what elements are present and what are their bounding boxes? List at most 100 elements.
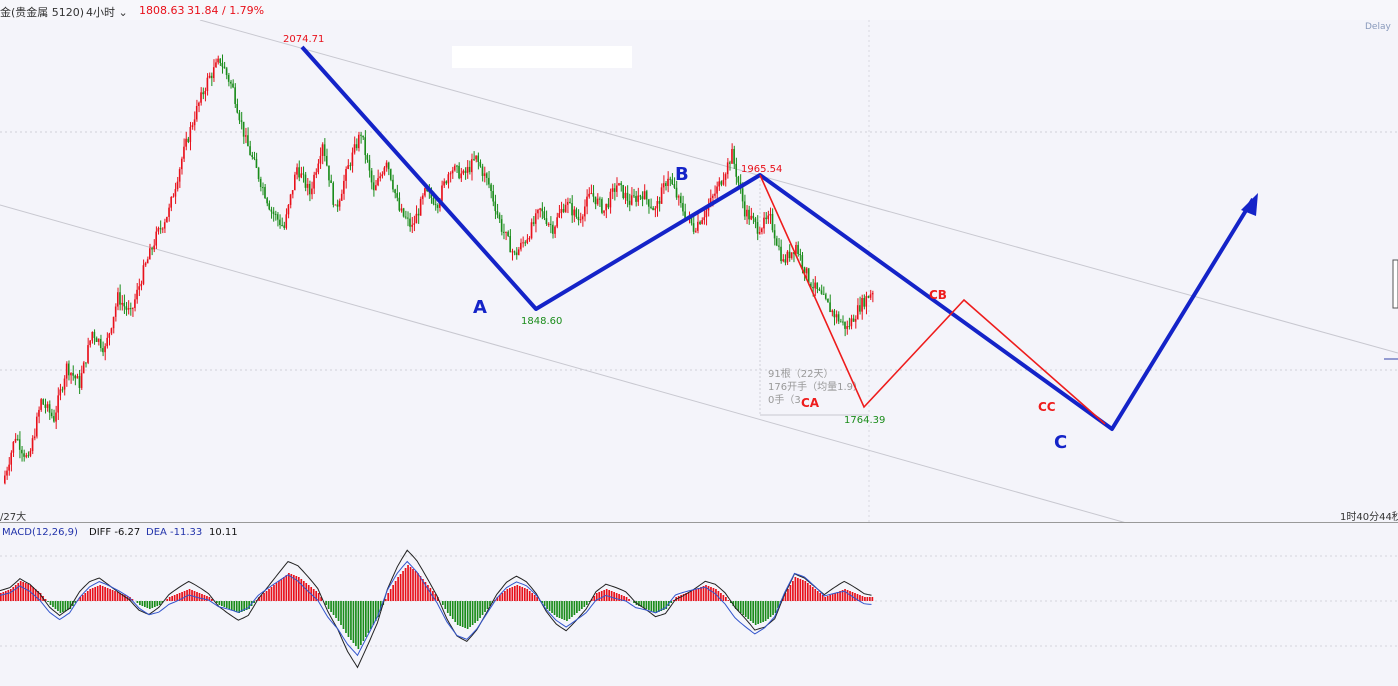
macd-bar [526, 589, 529, 601]
candle-body [588, 193, 590, 197]
macd-bar [332, 601, 335, 615]
macd-bar [521, 587, 524, 601]
candle-body [547, 223, 550, 225]
candle-body [500, 219, 503, 232]
macd-bar [481, 601, 484, 615]
macd-bar [759, 601, 762, 623]
scroll-handle[interactable] [1392, 259, 1398, 309]
candle-body [238, 112, 241, 121]
candle-body [144, 263, 147, 266]
macd-bar [692, 590, 695, 601]
macd-bar [831, 594, 834, 601]
macd-bar [752, 601, 755, 623]
price-chart[interactable]: 91根（22天） 176开手（均量1.9） 0手（3 2074.71 1848.… [0, 20, 1398, 524]
macd-bar [193, 591, 196, 601]
candle-body [398, 197, 401, 211]
macd-bar [841, 590, 844, 601]
macd-panel[interactable]: MACD(12,26,9) DIFF -6.27 DEA -11.33 10.1… [0, 522, 1398, 686]
candle-body [102, 348, 104, 353]
macd-bar [797, 578, 799, 601]
macd-bar [350, 601, 352, 640]
candle-body [513, 251, 516, 253]
macd-bar [680, 595, 683, 601]
macd-background [0, 522, 1398, 686]
candle-body [773, 230, 776, 239]
candle-body [671, 179, 674, 185]
macd-bar [158, 601, 161, 605]
candle-body [191, 125, 194, 128]
candle-body [355, 144, 358, 149]
low-label-1: 1848.60 [521, 316, 562, 327]
candle-body [458, 165, 460, 179]
candle-body [285, 214, 288, 228]
candle-body [714, 193, 716, 196]
macd-bar [645, 601, 648, 609]
macd-bar [864, 597, 866, 601]
candle-body [6, 470, 8, 476]
candle-body [353, 144, 356, 153]
macd-bar [218, 601, 221, 605]
macd-bar [506, 589, 509, 601]
macd-bar [136, 601, 139, 603]
macd-bar [84, 593, 87, 601]
macd-bar [62, 601, 64, 612]
candle-body [711, 195, 714, 198]
macd-bar [792, 581, 794, 601]
candle-body [569, 201, 571, 204]
macd-bar [7, 590, 10, 601]
candle-body [317, 163, 320, 173]
macd-bar [814, 589, 817, 601]
macd-bar [702, 586, 705, 601]
macd-bar [804, 581, 807, 601]
macd-bar [585, 601, 588, 605]
candle-body [272, 211, 275, 214]
macd-bar [153, 601, 156, 607]
candle-body [264, 187, 266, 199]
candle-body [232, 83, 234, 88]
candle-body [381, 174, 384, 177]
candle-body [114, 306, 117, 317]
candle-body [170, 197, 172, 208]
macd-bar [451, 601, 454, 619]
macd-bar [456, 601, 459, 625]
macd-bar [628, 599, 630, 601]
candle-body [620, 183, 622, 186]
candle-body [334, 204, 337, 206]
period-selector[interactable]: 4小时 ⌄ [86, 4, 128, 20]
candle-body [253, 157, 256, 159]
candle-body [251, 155, 253, 158]
macd-bar [747, 601, 750, 619]
candle-body [650, 206, 652, 208]
candle-body [848, 326, 851, 328]
candle-body [443, 181, 445, 186]
candle-body [643, 191, 646, 200]
macd-bar [397, 577, 399, 601]
candle-body [507, 231, 509, 236]
macd-bar [352, 601, 355, 643]
macd-bar [558, 601, 561, 618]
macd-bar [839, 591, 841, 601]
candle-body [244, 135, 247, 137]
candle-body [803, 267, 806, 274]
macd-bar [742, 601, 745, 615]
macd-bar [372, 601, 375, 625]
candle-body [807, 268, 810, 284]
candle-body [166, 216, 168, 223]
candle-body [788, 251, 791, 259]
candle-body [517, 249, 520, 255]
candle-body [227, 75, 230, 82]
macd-bar [206, 596, 208, 601]
candle-body [360, 134, 362, 136]
wave-label-ca: CA [801, 396, 820, 410]
macd-bar [360, 601, 362, 645]
candle-body [110, 328, 113, 334]
macd-bar [459, 601, 462, 626]
macd-bar [216, 601, 218, 603]
macd-bar [625, 597, 628, 601]
candle-body [283, 225, 285, 228]
macd-bar [295, 576, 298, 601]
candle-body [159, 228, 162, 230]
candle-body [554, 226, 556, 234]
candle-body [266, 198, 268, 204]
macd-bar [275, 583, 278, 601]
